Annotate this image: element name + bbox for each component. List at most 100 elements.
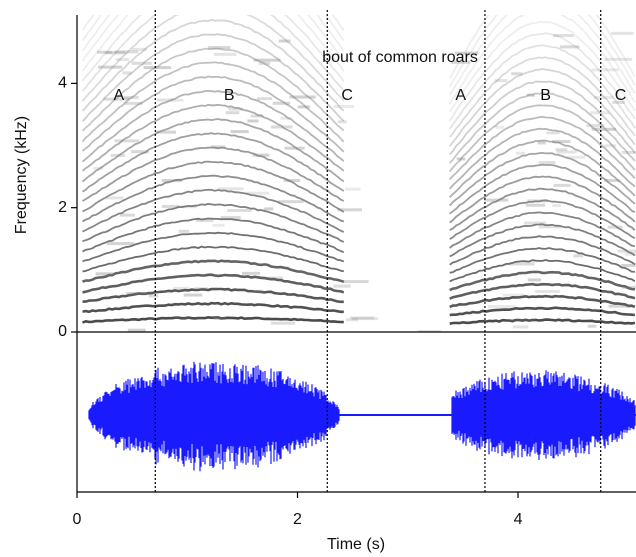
harmonic — [82, 146, 345, 202]
noise — [105, 51, 126, 55]
noise — [345, 318, 359, 322]
noise — [263, 207, 274, 211]
harmonic — [82, 315, 344, 324]
y-tick-label: 2 — [58, 199, 67, 216]
harmonic — [449, 80, 636, 155]
noise — [573, 254, 584, 258]
noise — [122, 71, 132, 75]
noise — [556, 150, 577, 154]
harmonic — [82, 202, 345, 243]
noise — [552, 140, 571, 144]
noise — [591, 127, 617, 131]
noise — [333, 284, 351, 288]
noise — [106, 242, 135, 246]
noise — [115, 58, 130, 62]
noise — [526, 93, 535, 97]
harmonic — [449, 294, 636, 309]
noise — [98, 65, 123, 69]
noise — [607, 225, 623, 229]
noise — [587, 324, 597, 328]
noise — [508, 262, 535, 266]
harmonic — [449, 270, 636, 292]
y-tick-label: 4 — [58, 75, 67, 92]
noise — [110, 153, 125, 157]
noise — [622, 285, 636, 289]
noise — [131, 47, 148, 51]
noise — [213, 317, 227, 321]
noise — [247, 119, 259, 123]
noise — [567, 155, 586, 159]
noise — [527, 199, 549, 203]
noise — [174, 316, 191, 320]
noise — [283, 179, 301, 183]
noise — [257, 97, 273, 101]
noise — [218, 187, 244, 191]
noise — [591, 68, 619, 72]
noise — [509, 318, 536, 322]
harmonic — [448, 15, 636, 96]
noise — [538, 160, 556, 164]
segment-label: B — [224, 87, 235, 104]
harmonic — [449, 223, 636, 258]
noise — [594, 96, 614, 100]
noise — [278, 200, 304, 204]
noise — [621, 150, 636, 154]
noise — [103, 97, 130, 101]
harmonic — [449, 127, 636, 190]
harmonic — [449, 318, 636, 325]
noise — [95, 272, 114, 276]
noise — [624, 252, 636, 256]
noise — [559, 45, 580, 49]
noise — [114, 139, 139, 143]
noise — [617, 249, 636, 253]
noise — [270, 321, 296, 325]
harmonic — [449, 282, 636, 300]
noise — [225, 111, 240, 115]
noise — [270, 125, 293, 129]
noise — [280, 116, 291, 120]
harmonic — [82, 287, 344, 304]
noise — [143, 66, 171, 70]
y-axis-label: Frequency (kHz) — [13, 116, 30, 234]
noise — [252, 289, 264, 293]
noise — [589, 111, 610, 115]
noise — [242, 271, 261, 275]
noise — [252, 153, 270, 157]
noise — [297, 105, 311, 109]
noise — [289, 95, 316, 99]
harmonic — [82, 160, 345, 213]
noise — [194, 287, 208, 291]
harmonic — [449, 163, 636, 215]
noise — [213, 52, 237, 56]
noise — [555, 148, 568, 152]
harmonic — [81, 61, 345, 143]
noise — [524, 221, 547, 225]
noise — [207, 46, 231, 50]
noise — [183, 293, 203, 297]
noise — [97, 50, 113, 54]
noise — [604, 57, 633, 61]
harmonic — [449, 235, 636, 266]
noise — [552, 204, 561, 208]
harmonic — [448, 15, 636, 105]
harmonic — [82, 231, 345, 263]
x-axis-label: Time (s) — [327, 536, 385, 553]
segment-label: A — [114, 87, 125, 104]
harmonic — [449, 115, 636, 181]
noise — [161, 179, 182, 183]
harmonic — [81, 15, 345, 52]
noise — [272, 101, 291, 105]
noise — [156, 98, 174, 102]
noise — [512, 325, 529, 329]
noise — [114, 50, 139, 54]
noise — [352, 317, 379, 321]
harmonic — [81, 15, 345, 102]
noise — [483, 198, 509, 202]
noise — [124, 101, 143, 105]
harmonic — [449, 199, 636, 240]
noise — [454, 51, 479, 55]
harmonic — [82, 217, 345, 254]
noise — [93, 166, 104, 170]
